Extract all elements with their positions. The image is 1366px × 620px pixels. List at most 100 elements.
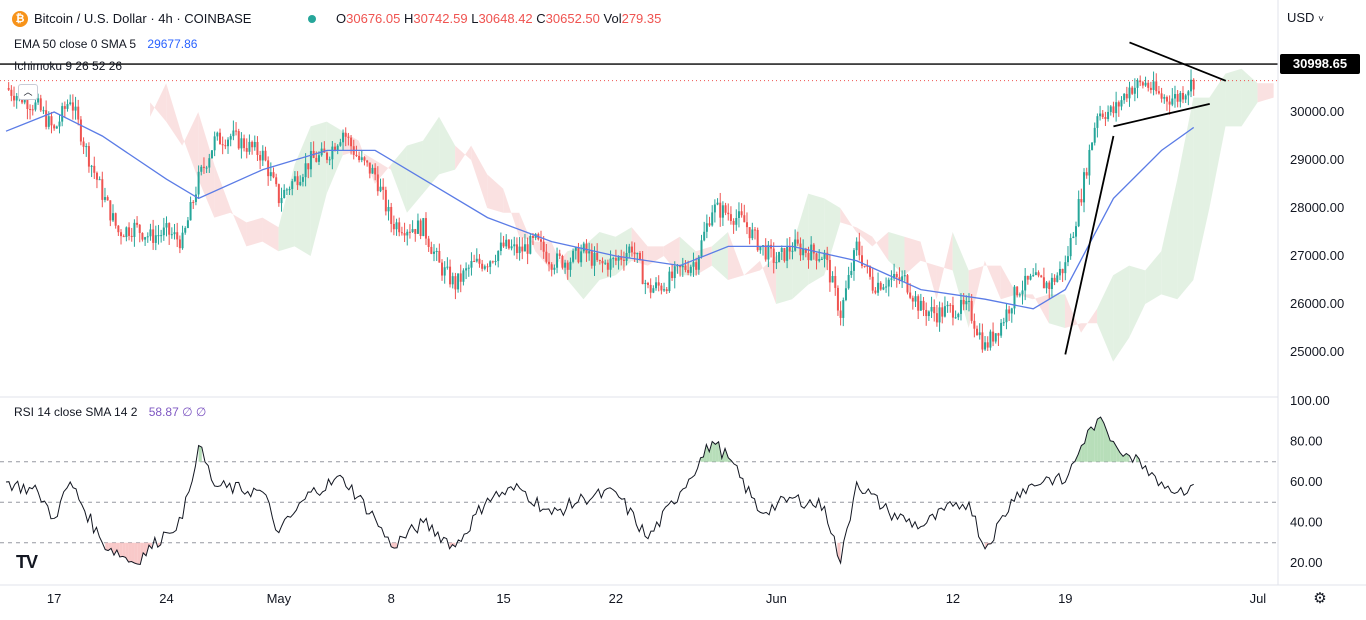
ichimoku-cloud-segment <box>936 232 953 300</box>
candle-body <box>1005 309 1008 323</box>
currency-selector[interactable]: USD ˅ <box>1287 10 1324 25</box>
candle-body <box>1163 97 1166 99</box>
rsi-tick-label: 20.00 <box>1290 555 1323 570</box>
candle-body <box>481 263 484 269</box>
ichimoku-cloud-segment <box>1241 68 1258 127</box>
candle-body <box>879 282 882 290</box>
candle-body <box>133 222 136 237</box>
candle-body <box>243 138 246 149</box>
candle-body <box>1131 87 1134 94</box>
candle-body <box>973 320 976 329</box>
candle-body <box>467 267 470 269</box>
candle-body <box>839 310 842 318</box>
candle-body <box>90 165 93 167</box>
candle-body <box>347 136 350 138</box>
candle-body <box>665 289 668 292</box>
rsi-oversold-fill <box>134 542 138 565</box>
candle-body <box>933 306 936 314</box>
candle-body <box>510 246 513 249</box>
candle-body <box>526 244 529 254</box>
candle-body <box>473 261 476 263</box>
candle-body <box>1037 272 1040 276</box>
collapse-indicators-button[interactable]: ︿ <box>18 84 38 100</box>
rsi-overbought-fill <box>715 441 719 462</box>
ichimoku-cloud-segment <box>326 121 343 194</box>
ichimoku-cloud-segment <box>262 217 279 252</box>
candle-body <box>874 290 877 293</box>
candle-body <box>438 251 441 263</box>
candle-body <box>120 232 123 237</box>
candle-body <box>457 273 460 290</box>
ichimoku-legend[interactable]: Ichimoku 9 26 52 26 <box>14 59 123 73</box>
candle-body <box>37 98 40 103</box>
ema-legend[interactable]: EMA 50 close 0 SMA 5 29677.86 <box>14 37 197 51</box>
candle-body <box>1088 149 1091 176</box>
candle-body <box>47 116 50 127</box>
candle-body <box>1042 277 1045 289</box>
candle-body <box>251 141 254 148</box>
gear-icon[interactable]: ⚙ <box>1313 590 1327 607</box>
candle-body <box>1077 199 1080 227</box>
candle-body <box>213 136 216 151</box>
ichimoku-cloud-segment <box>888 232 905 276</box>
candle-body <box>427 238 430 247</box>
candle-body <box>735 218 738 225</box>
ichimoku-cloud-segment <box>1129 265 1146 338</box>
candle-body <box>1018 294 1021 296</box>
candle-body <box>954 317 957 319</box>
rsi-oversold-fill <box>116 542 120 557</box>
candle-body <box>446 266 449 268</box>
candle-body <box>689 266 692 273</box>
triangle-upper-line <box>1129 41 1227 82</box>
ichimoku-cloud-segment <box>743 260 761 276</box>
candle-body <box>783 248 786 261</box>
candle-body <box>74 106 77 111</box>
candle-body <box>794 239 797 251</box>
candle-body <box>408 231 411 233</box>
ichimoku-cloud-segment <box>1064 294 1082 333</box>
candle-body <box>812 244 815 254</box>
candle-body <box>1091 142 1094 150</box>
candle-body <box>981 332 984 350</box>
candle-body <box>200 166 203 172</box>
ichimoku-cloud-segment <box>920 241 937 300</box>
candle-body <box>780 248 783 253</box>
candle-body <box>630 246 633 253</box>
ichimoku-cloud-segment <box>984 260 1001 300</box>
candle-body <box>919 300 922 311</box>
symbol-title[interactable]: Bitcoin / U.S. Dollar · 4h · COINBASE <box>34 11 252 26</box>
candle-body <box>1168 101 1171 105</box>
candle-body <box>328 159 331 161</box>
candle-body <box>869 266 872 277</box>
candle-body <box>564 262 567 268</box>
rsi-oversold-fill <box>122 542 126 558</box>
ichimoku-cloud-segment <box>760 256 777 304</box>
candle-body <box>863 265 866 267</box>
candle-body <box>202 166 205 168</box>
candle-body <box>1093 127 1096 143</box>
candle-body <box>79 119 82 142</box>
candle-body <box>823 252 826 259</box>
candle-body <box>355 154 358 156</box>
candle-body <box>786 246 789 261</box>
candle-body <box>925 309 928 317</box>
candle-body <box>657 282 660 286</box>
candle-body <box>593 252 596 266</box>
candle-body <box>810 244 813 261</box>
rsi-legend[interactable]: RSI 14 close SMA 14 2 58.87 ∅ ∅ <box>14 405 206 419</box>
candle-body <box>344 132 347 137</box>
candle-body <box>245 148 248 152</box>
candle-body <box>687 269 690 273</box>
candle-body <box>671 271 674 279</box>
candle-body <box>984 342 987 350</box>
tradingview-logo-icon[interactable]: TV <box>16 552 38 572</box>
candle-body <box>828 259 831 283</box>
candle-body <box>1171 98 1174 105</box>
candle-body <box>978 332 981 336</box>
candle-body <box>847 275 850 289</box>
candle-body <box>186 220 189 228</box>
candle-body <box>146 236 149 238</box>
candle-body <box>1136 80 1139 88</box>
candle-body <box>572 250 575 262</box>
